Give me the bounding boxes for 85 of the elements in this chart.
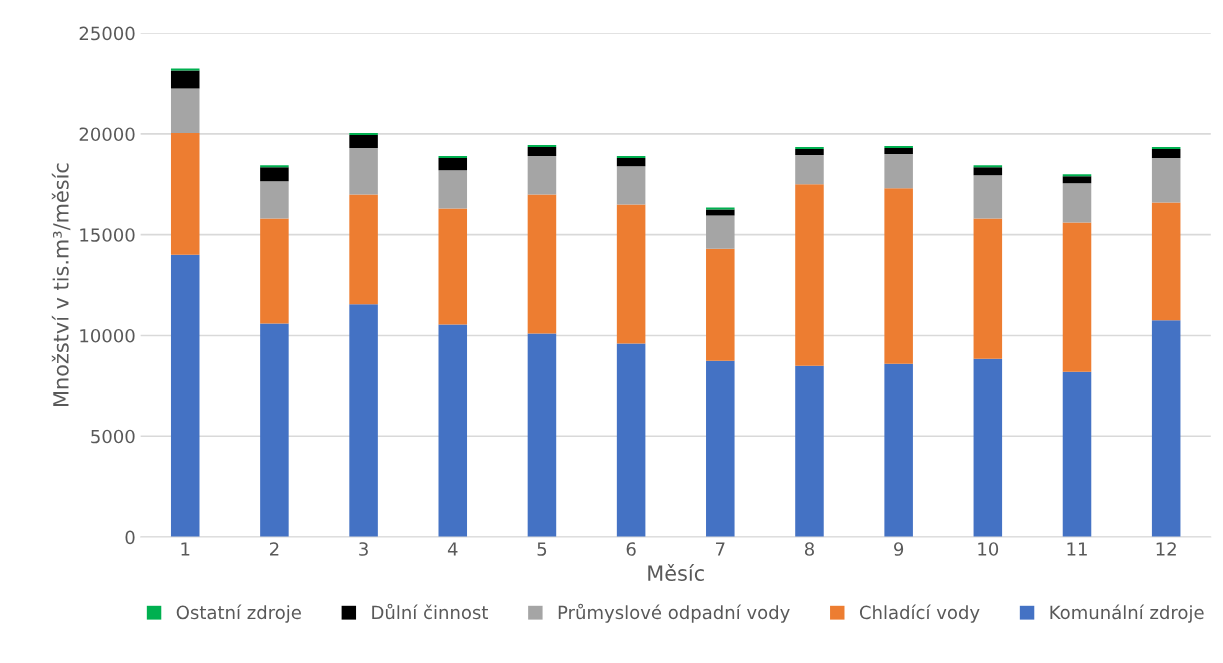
y-tick-label: 25000	[79, 26, 135, 41]
bar	[795, 184, 824, 366]
bar	[616, 343, 646, 538]
bar	[438, 156, 468, 159]
bar	[795, 147, 824, 150]
x-tick-label: 12	[1156, 542, 1176, 556]
bar	[527, 145, 557, 148]
x-axis-title: Měsíc	[648, 564, 704, 582]
x-tick-label: 11	[1067, 542, 1087, 556]
bar	[706, 215, 735, 249]
bar	[438, 170, 468, 209]
bar	[1151, 158, 1181, 203]
legend-label: Ostatní zdroje	[176, 604, 301, 623]
bar	[973, 218, 1003, 359]
bar	[170, 68, 200, 71]
bar	[884, 154, 913, 189]
bar	[616, 204, 646, 344]
legend-label: Chladící vody	[859, 604, 980, 623]
x-tick-label: 4	[447, 542, 458, 556]
bar	[706, 360, 735, 538]
y-tick-label: 0	[125, 530, 135, 545]
x-tick-label: 1	[181, 542, 190, 556]
bar	[1062, 174, 1092, 177]
bar	[884, 188, 913, 364]
bar	[527, 147, 557, 157]
bar	[438, 324, 468, 538]
y-tick-label: 5000	[91, 429, 135, 444]
bar	[884, 363, 913, 538]
bar	[260, 167, 289, 182]
x-tick-label: 2	[269, 542, 279, 556]
bar	[884, 146, 913, 149]
bar	[1062, 371, 1092, 538]
bar	[973, 167, 1003, 176]
bar	[1151, 149, 1181, 159]
y-tick-label: 15000	[80, 228, 135, 242]
bar	[1062, 176, 1092, 184]
bar	[1062, 222, 1092, 372]
bar	[706, 207, 735, 210]
bar	[170, 254, 200, 538]
x-tick-label: 9	[894, 542, 904, 556]
bar	[616, 158, 646, 167]
x-tick-label: 10	[978, 542, 999, 556]
bar	[795, 149, 824, 156]
x-tick-label: 7	[716, 542, 725, 556]
bar	[260, 181, 289, 219]
x-tick-label: 6	[626, 542, 636, 556]
bar	[349, 194, 378, 305]
bar	[438, 208, 468, 325]
bar	[706, 209, 735, 216]
x-tick-label: 5	[537, 542, 547, 556]
legend-label: Důlní činnost	[372, 603, 488, 620]
bar	[527, 333, 557, 538]
bar	[170, 88, 200, 133]
bar	[1062, 183, 1092, 223]
bar	[527, 194, 557, 334]
y-axis-title: Množství v tis.m³/měsíc	[51, 163, 71, 406]
bar	[349, 134, 378, 149]
bar	[706, 248, 735, 361]
legend-label: Komunální zdroje	[1050, 604, 1204, 623]
y-tick-label: 10000	[80, 328, 135, 343]
bar	[527, 156, 557, 195]
bar	[438, 158, 468, 171]
bar	[260, 165, 289, 168]
bar	[349, 304, 378, 538]
bar	[795, 155, 824, 185]
y-tick-label: 20000	[79, 127, 135, 142]
bar	[260, 323, 289, 538]
bar	[973, 358, 1003, 538]
bar	[349, 132, 378, 135]
bar	[884, 148, 913, 155]
bar	[349, 148, 378, 195]
bar	[616, 166, 646, 205]
bar	[1151, 320, 1181, 538]
bar	[973, 175, 1003, 219]
bar	[260, 218, 289, 324]
bar	[973, 165, 1003, 168]
bar	[170, 132, 200, 255]
legend-label: Průmyslové odpadní vody	[558, 603, 790, 623]
bar	[616, 156, 646, 159]
x-tick-label: 3	[359, 542, 368, 556]
x-tick-label: 8	[804, 542, 814, 556]
bar	[1151, 147, 1181, 150]
bar	[1151, 202, 1181, 321]
bar	[795, 365, 824, 538]
bar	[170, 70, 200, 89]
